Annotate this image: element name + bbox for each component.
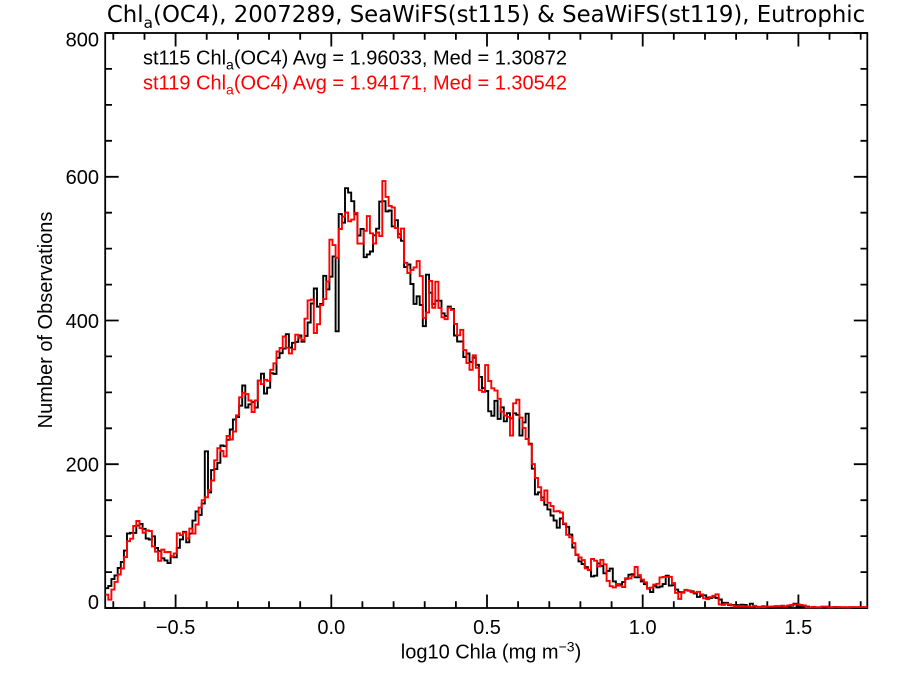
svg-text:st115 Chla(OC4) Avg = 1.96033,: st115 Chla(OC4) Avg = 1.96033, Med = 1.3… xyxy=(143,48,567,73)
svg-text:0.0: 0.0 xyxy=(317,617,345,639)
svg-text:0.5: 0.5 xyxy=(473,617,501,639)
svg-text:st119 Chla(OC4) Avg = 1.94171,: st119 Chla(OC4) Avg = 1.94171, Med = 1.3… xyxy=(143,73,567,98)
svg-text:1.5: 1.5 xyxy=(784,617,812,639)
svg-text:800: 800 xyxy=(66,30,99,52)
svg-text:−0.5: −0.5 xyxy=(156,617,195,639)
svg-text:Chla(OC4), 2007289, SeaWiFS(st: Chla(OC4), 2007289, SeaWiFS(st115) & Sea… xyxy=(107,2,865,32)
svg-text:log10 Chla (mg m−3): log10 Chla (mg m−3) xyxy=(401,639,581,664)
svg-text:0: 0 xyxy=(88,592,99,614)
svg-text:600: 600 xyxy=(66,167,99,189)
svg-text:400: 400 xyxy=(66,311,99,333)
svg-text:1.0: 1.0 xyxy=(629,617,657,639)
svg-text:200: 200 xyxy=(66,455,99,477)
svg-text:Number of Observations: Number of Observations xyxy=(35,212,57,429)
